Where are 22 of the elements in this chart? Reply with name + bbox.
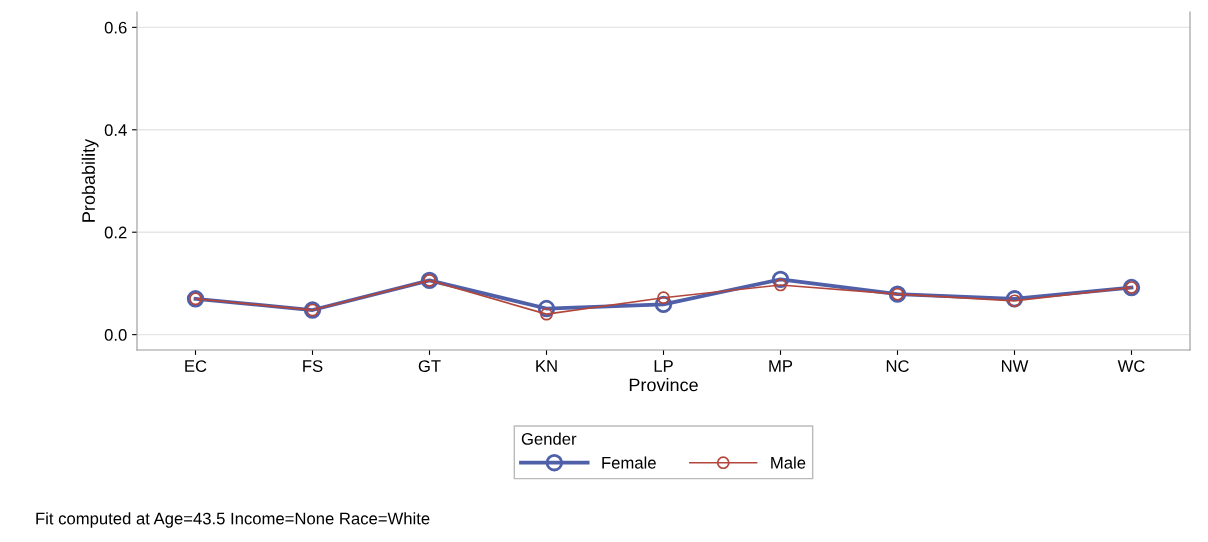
legend-title: Gender — [521, 432, 577, 445]
x-tick-label: WC — [1117, 360, 1145, 372]
legend-label: Female — [602, 456, 656, 469]
y-tick-label: 0.0 — [104, 329, 127, 341]
point — [1008, 294, 1021, 308]
point — [657, 291, 670, 305]
x-tick-label: MP — [769, 360, 793, 372]
point — [774, 278, 787, 292]
y-tick-label: 0.6 — [104, 21, 127, 34]
legend-label: Male — [771, 456, 806, 469]
x-tick-label: NC — [886, 360, 909, 372]
x-tick-label: GT — [418, 360, 441, 372]
x-axis-title: Province — [629, 378, 698, 392]
x-tick-label: NW — [1001, 360, 1029, 372]
text: Fit computed at Age=43.5 Income=None Race=White — [36, 512, 430, 528]
y-tick-label: 0.4 — [104, 124, 127, 136]
x-tick-label: KN — [536, 360, 557, 372]
x-tick-label: EC — [185, 360, 207, 372]
y-tick-label: 0.2 — [104, 226, 127, 239]
y-axis-title: Probability — [81, 138, 99, 222]
x-tick-label: FS — [303, 360, 323, 372]
x-tick-label: LP — [654, 360, 673, 372]
